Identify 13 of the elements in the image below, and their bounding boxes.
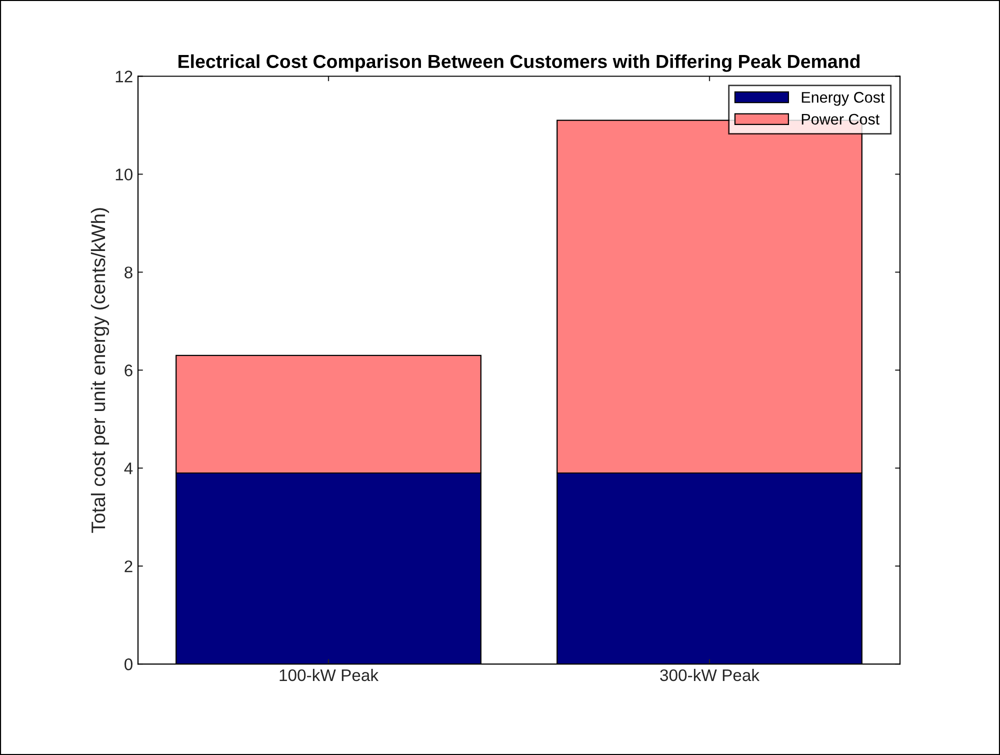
- y-tick-label: 10: [116, 168, 132, 180]
- y-tick-label: 2: [124, 560, 132, 572]
- legend-label: Power Cost: [802, 114, 880, 125]
- y-tick-label: 8: [124, 266, 132, 278]
- y-tick-label: 6: [124, 364, 132, 376]
- x-tick-label: 100-kW Peak: [280, 668, 379, 682]
- y-tick-label: 4: [124, 462, 133, 474]
- y-axis-title: Total cost per unit energy (cents/kWh): [90, 208, 110, 533]
- x-tick-label: 300-kW Peak: [660, 668, 760, 682]
- legend-label: Energy Cost: [802, 92, 885, 106]
- y-tick-label: 0: [124, 658, 132, 670]
- chart-title: Electrical Cost Comparison Between Customers with Differing Peak Demand: [178, 54, 860, 72]
- y-tick-label: 12: [116, 70, 132, 82]
